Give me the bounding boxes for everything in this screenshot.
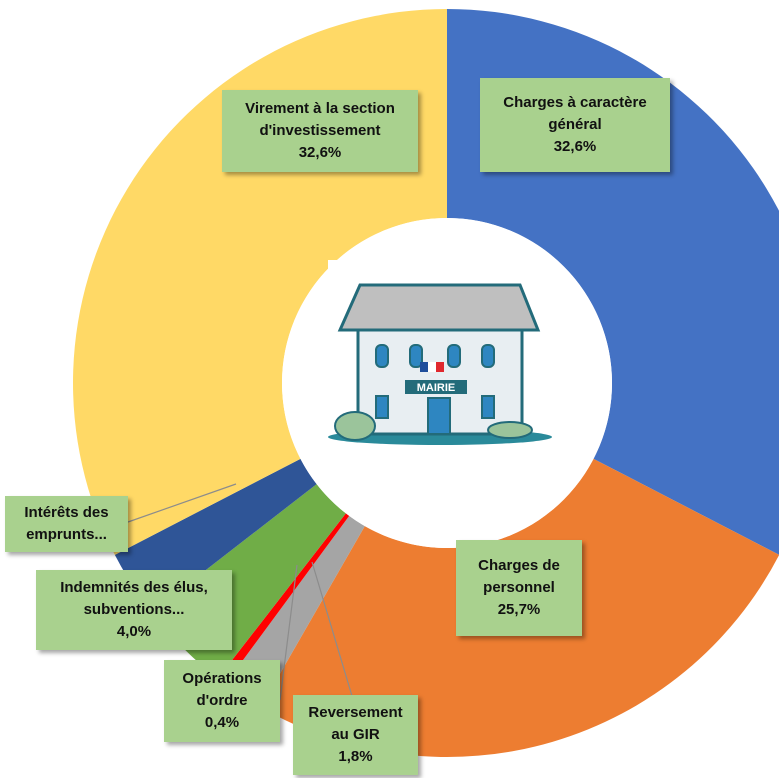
data-label: Intérêts des emprunts... — [5, 496, 128, 552]
category-label: Charges de personnel — [462, 555, 576, 599]
value-label: 32,6% — [299, 142, 342, 164]
value-label: 1,8% — [338, 746, 372, 768]
page: {"chart_data": {"type": "donut", "catego… — [0, 0, 779, 778]
town-hall-icon: MAIRIE — [328, 260, 552, 450]
category-label: Reversement au GIR — [299, 702, 412, 746]
category-label: Charges à caractère général — [486, 92, 664, 136]
category-label: Indemnités des élus, subventions... — [42, 577, 226, 621]
value-label: 0,4% — [205, 712, 239, 734]
data-label: Indemnités des élus, subventions...4,0% — [36, 570, 232, 650]
value-label: 25,7% — [498, 599, 541, 621]
value-label: 4,0% — [117, 621, 151, 643]
center-label: MAIRIE — [417, 382, 456, 394]
value-label: 32,6% — [554, 136, 597, 158]
category-label: Opérations d'ordre — [170, 668, 274, 712]
category-label: Virement à la section d'investissement — [228, 98, 412, 142]
category-label: Intérêts des emprunts... — [11, 502, 122, 546]
